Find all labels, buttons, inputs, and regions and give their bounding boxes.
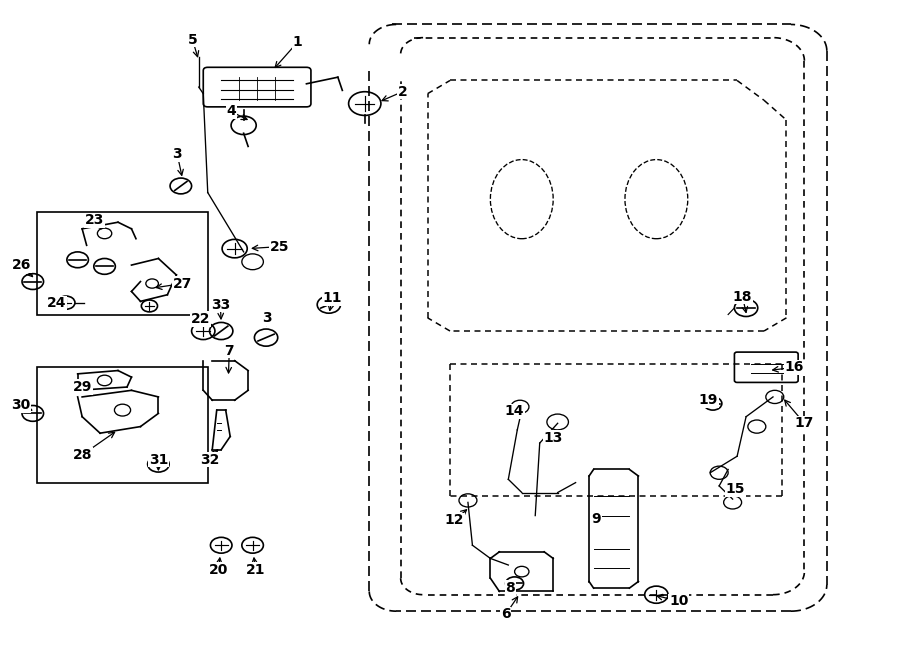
- Text: 12: 12: [445, 513, 464, 527]
- Text: 3: 3: [262, 311, 272, 325]
- Bar: [37, 367, 208, 483]
- Text: 30: 30: [12, 398, 31, 412]
- Bar: [37, 213, 208, 314]
- Text: 5: 5: [187, 32, 197, 46]
- Text: 8: 8: [505, 581, 515, 595]
- Text: 29: 29: [73, 380, 92, 394]
- Text: 16: 16: [785, 360, 805, 374]
- Text: 33: 33: [211, 298, 230, 312]
- Text: 27: 27: [173, 277, 193, 291]
- Text: 24: 24: [48, 297, 67, 310]
- Text: 31: 31: [148, 453, 168, 467]
- Text: 28: 28: [72, 448, 92, 462]
- Text: 18: 18: [733, 290, 752, 304]
- Text: 23: 23: [85, 213, 104, 227]
- Text: 21: 21: [246, 563, 266, 577]
- Text: 6: 6: [500, 608, 510, 622]
- Text: 2: 2: [398, 85, 408, 99]
- Text: 7: 7: [224, 344, 234, 357]
- Text: 25: 25: [270, 240, 289, 254]
- Text: 4: 4: [226, 105, 236, 118]
- Text: 22: 22: [191, 312, 211, 326]
- Text: 10: 10: [669, 594, 689, 608]
- Text: 20: 20: [209, 563, 229, 577]
- Text: 26: 26: [12, 258, 31, 272]
- Text: 3: 3: [173, 148, 182, 162]
- Text: 11: 11: [323, 291, 342, 305]
- Text: 14: 14: [505, 404, 525, 418]
- Text: 15: 15: [725, 482, 745, 496]
- Text: 13: 13: [544, 431, 562, 445]
- Text: 32: 32: [200, 453, 220, 467]
- Text: 19: 19: [698, 393, 718, 407]
- Text: 1: 1: [292, 35, 302, 49]
- Text: 9: 9: [591, 512, 601, 526]
- Text: 17: 17: [795, 416, 815, 430]
